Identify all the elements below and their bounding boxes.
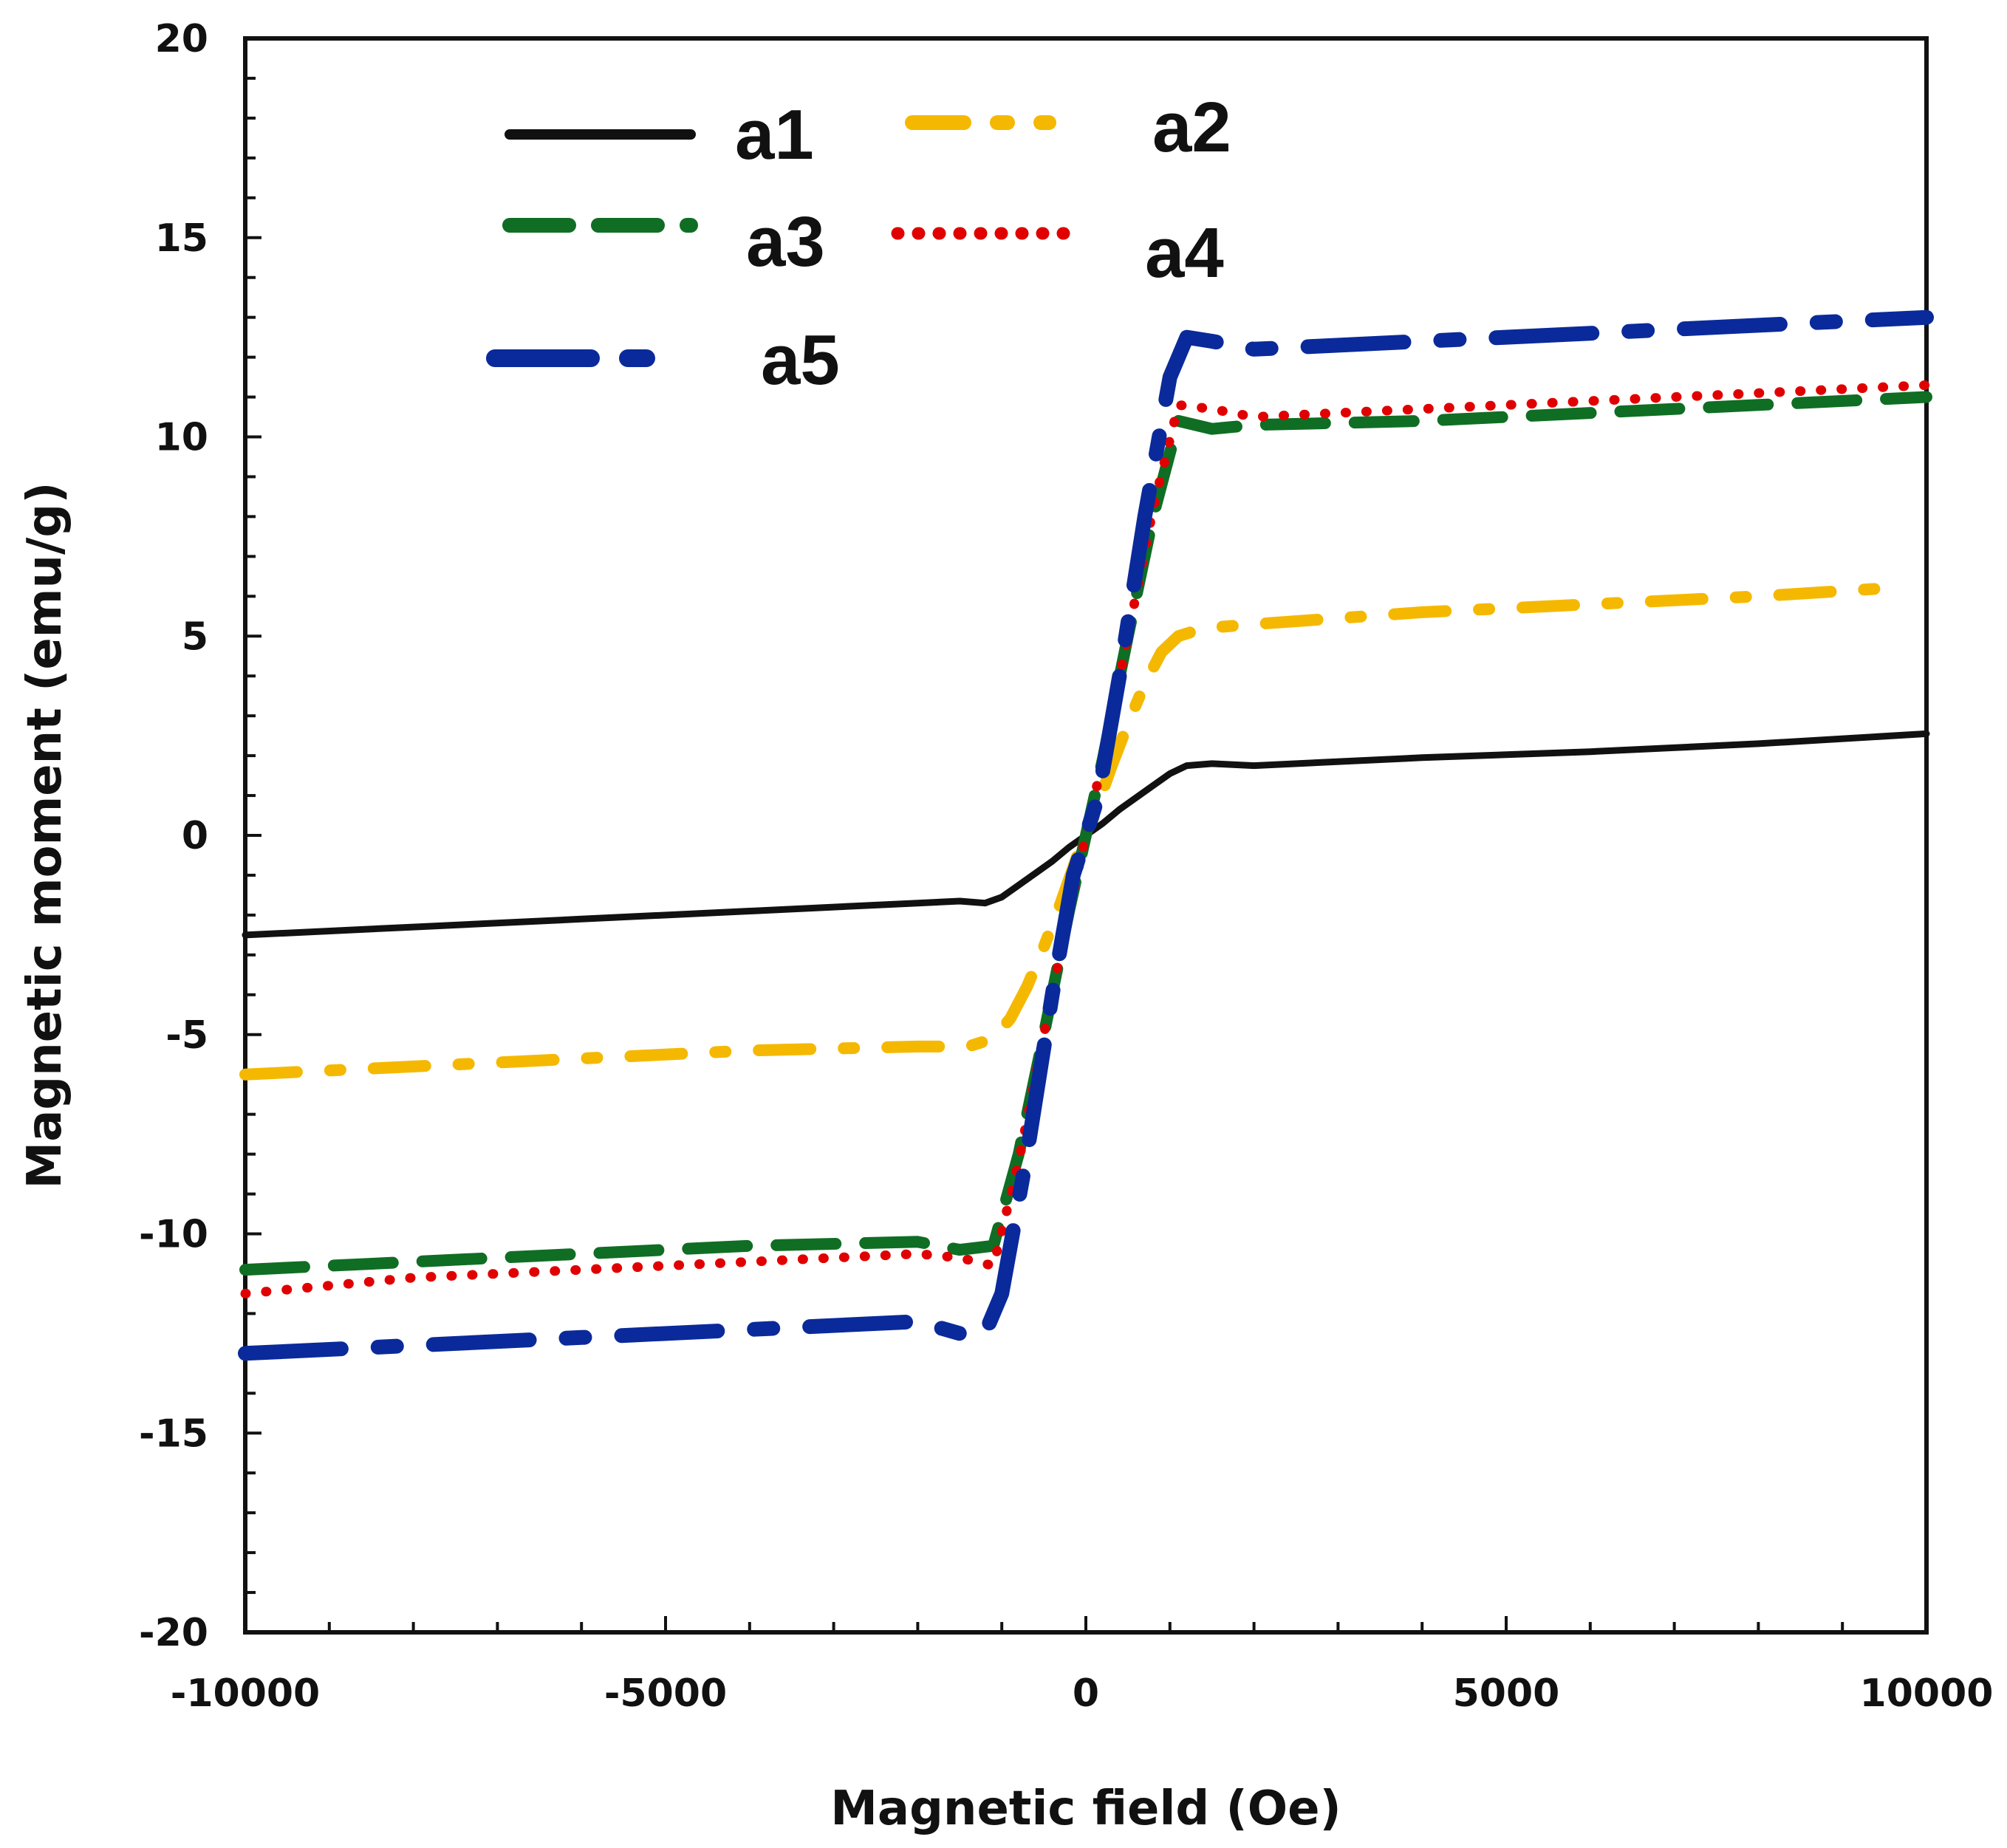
y-axis-title: Magnetic moment (emu/g) bbox=[18, 482, 72, 1189]
y-tick-label: -20 bbox=[139, 1611, 208, 1655]
legend-label-a1: a1 bbox=[735, 95, 814, 174]
legend: a1 a2 a3 a4 a5 bbox=[486, 88, 1231, 400]
series-line-a5 bbox=[238, 309, 1934, 1361]
series-line-a3 bbox=[239, 391, 1932, 1276]
y-tick-label: -5 bbox=[165, 1013, 208, 1058]
y-tick-label: 0 bbox=[182, 814, 208, 858]
y-tick-label: -10 bbox=[139, 1213, 208, 1257]
y-tick-label: 5 bbox=[182, 615, 208, 659]
y-tick-label: -15 bbox=[139, 1411, 208, 1456]
x-tick-label: -10000 bbox=[171, 1671, 321, 1716]
x-tick-label: 5000 bbox=[1453, 1671, 1560, 1716]
y-axis-ticks: -20 -15 -10 -5 0 5 10 15 20 bbox=[139, 17, 261, 1655]
x-tick-label: -5000 bbox=[604, 1671, 727, 1716]
y-tick-label: 10 bbox=[155, 416, 208, 460]
legend-label-a4: a4 bbox=[1145, 213, 1224, 292]
x-tick-label: 0 bbox=[1073, 1671, 1099, 1716]
x-axis-ticks: -10000 -5000 0 5000 10000 bbox=[171, 1616, 1994, 1716]
series-line-a2 bbox=[239, 582, 1891, 1081]
legend-label-a2: a2 bbox=[1152, 88, 1231, 167]
legend-label-a3: a3 bbox=[746, 202, 825, 281]
legend-label-a5: a5 bbox=[761, 321, 840, 400]
x-tick-label: 10000 bbox=[1860, 1671, 1994, 1716]
series-line-a4 bbox=[240, 380, 1932, 1298]
x-axis-title: Magnetic field (Oe) bbox=[830, 1782, 1341, 1836]
y-tick-label: 20 bbox=[155, 17, 208, 61]
series-layer bbox=[238, 309, 1934, 1361]
y-tick-label: 15 bbox=[155, 216, 208, 261]
